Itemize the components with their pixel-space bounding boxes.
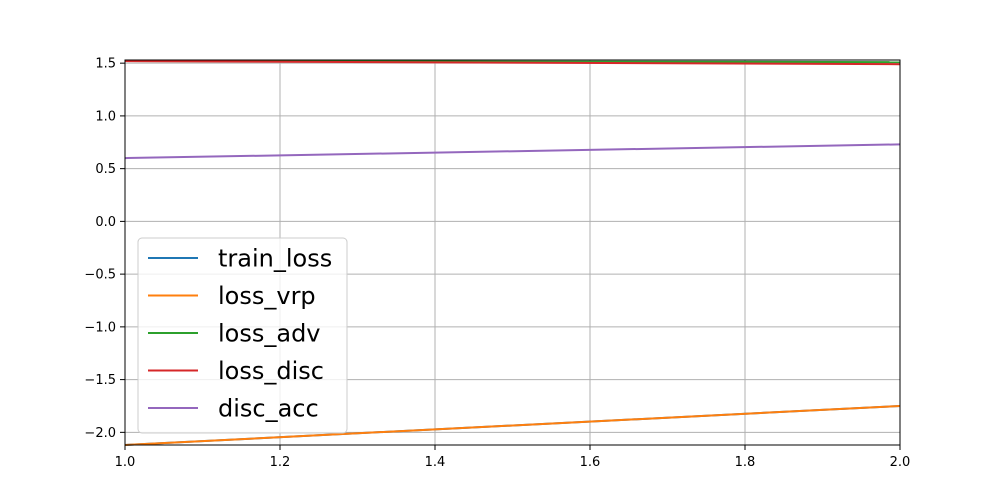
y-tick-label: 0.5 xyxy=(95,162,116,177)
y-tick-label: 1.0 xyxy=(95,109,116,124)
legend-box xyxy=(137,237,348,434)
series-line-loss-vrp xyxy=(124,404,901,446)
x-tick-label: 1.6 xyxy=(580,455,601,470)
y-tick-label: −0.5 xyxy=(84,268,116,283)
legend-label: loss_vrp xyxy=(218,282,316,310)
legend-label: loss_adv xyxy=(218,320,321,348)
legend-label: loss_disc xyxy=(218,357,324,385)
legend-label: train_loss xyxy=(218,245,332,273)
axis-ticks: 1.0 1.2 1.4 1.6 1.8 2.0 1.5 1.0 0.5 0.0 −0.5 −1.0 −1… xyxy=(84,57,910,470)
series-line-loss-disc xyxy=(124,60,901,66)
x-tick-label: 1.4 xyxy=(425,455,446,470)
y-tick-label: 1.5 xyxy=(95,57,116,72)
y-tick-label: −1.0 xyxy=(84,320,116,335)
series-lines xyxy=(124,60,901,446)
x-tick-label: 1.8 xyxy=(735,455,756,470)
legend-label: disc_acc xyxy=(218,395,319,423)
x-tick-label: 1.0 xyxy=(115,455,136,470)
series-line-disc-acc xyxy=(124,143,901,160)
x-tick-label: 2.0 xyxy=(890,455,911,470)
y-tick-label: −2.0 xyxy=(84,426,116,441)
y-tick-label: −1.5 xyxy=(84,373,116,388)
x-tick-label: 1.2 xyxy=(270,455,291,470)
plot-frame xyxy=(124,59,901,446)
legend: train_loss loss_vrp loss_adv loss_disc disc_… xyxy=(137,237,348,434)
y-tick-label: 0.0 xyxy=(95,215,116,230)
